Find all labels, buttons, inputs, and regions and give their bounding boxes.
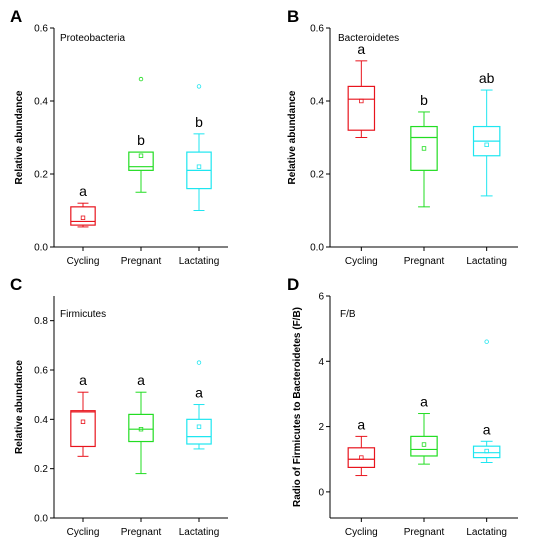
x-tick-label: Pregnant — [121, 256, 162, 267]
significance-letter: b — [420, 92, 428, 108]
mean-marker — [484, 448, 489, 454]
box-lactating: ab — [472, 70, 501, 197]
x-tick-label: Pregnant — [404, 527, 445, 538]
panel-letter: D — [287, 275, 299, 294]
mean-marker — [80, 215, 86, 220]
mean-marker — [138, 426, 144, 432]
panel-title: Bacteroidetes — [338, 33, 399, 44]
box-cycling: a — [70, 372, 96, 457]
box-lactating: a — [472, 339, 501, 463]
mean-marker — [138, 153, 144, 158]
x-tick-label: Cycling — [67, 256, 100, 267]
box-pregnant: b — [410, 92, 438, 208]
significance-letter: a — [357, 416, 365, 432]
x-tick-label: Lactating — [466, 256, 507, 267]
significance-letter: a — [420, 394, 428, 410]
panel-letter: C — [10, 275, 22, 294]
y-tick-label: 4 — [318, 357, 324, 368]
y-tick-label: 0.6 — [34, 24, 48, 35]
x-tick-label: Cycling — [345, 527, 378, 538]
box-pregnant: a — [128, 372, 154, 475]
y-tick-label: 0.4 — [34, 415, 48, 426]
significance-letter: b — [195, 114, 203, 130]
y-axis-label: Radio of Firmicutes to Bacteroidetes (F/… — [292, 307, 303, 507]
panel-d: D F/B Radio of Firmicutes to Bacteroidetes… — [287, 275, 518, 538]
panel-title: Firmicutes — [60, 309, 106, 320]
outlier-point — [484, 339, 489, 344]
box-cycling: a — [70, 183, 96, 228]
y-tick-label: 6 — [318, 292, 324, 303]
y-tick-label: 0.0 — [34, 514, 48, 525]
iqr-box — [347, 85, 376, 131]
mean-marker — [421, 442, 427, 447]
y-tick-label: 0.6 — [310, 24, 324, 35]
y-tick-label: 0.2 — [34, 464, 48, 475]
mean-marker — [196, 424, 202, 429]
x-tick-label: Pregnant — [121, 527, 162, 538]
panel-letter: B — [287, 7, 299, 26]
mean-marker — [421, 146, 427, 151]
mean-marker — [196, 164, 202, 169]
panel-title: F/B — [340, 309, 356, 320]
y-tick-label: 0.0 — [34, 243, 48, 254]
x-tick-label: Cycling — [345, 256, 378, 267]
y-tick-label: 0.8 — [34, 316, 48, 327]
y-tick-label: 2 — [318, 422, 324, 433]
x-tick-label: Lactating — [179, 527, 220, 538]
box-pregnant: b — [128, 76, 154, 193]
panel-c: C Firmicutes Relative abundance 0.0 0.2 0.4 0.… — [10, 275, 228, 538]
significance-letter: a — [483, 421, 491, 437]
box-cycling: a — [347, 41, 376, 138]
significance-letter: b — [137, 132, 145, 148]
iqr-box — [472, 445, 501, 459]
y-tick-label: 0.2 — [310, 170, 324, 181]
box-cycling: a — [347, 416, 376, 477]
mean-marker — [484, 142, 489, 147]
y-axis-label: Relative abundance — [14, 360, 25, 454]
mean-marker — [359, 98, 364, 104]
significance-letter: a — [357, 41, 365, 57]
iqr-box — [128, 413, 154, 443]
y-tick-label: 0.6 — [34, 366, 48, 377]
mean-marker — [359, 455, 364, 460]
y-tick-label: 0.2 — [34, 170, 48, 181]
y-tick-label: 0.4 — [310, 97, 324, 108]
panel-b: B Bacteroidetes Relative abundance 0.0 0.2 0.… — [287, 7, 518, 267]
iqr-box — [410, 125, 438, 171]
panel-a: A Proteobacteria Relative abundance 0.0 0.2 0… — [10, 7, 228, 267]
box-pregnant: a — [410, 394, 438, 465]
box-lactating: b — [186, 84, 212, 211]
y-axis-label: Relative abundance — [14, 90, 25, 184]
outlier-point — [196, 360, 202, 365]
significance-letter: a — [79, 183, 87, 199]
significance-letter: a — [137, 372, 145, 388]
y-axis-label: Relative abundance — [287, 90, 298, 184]
panel-letter: A — [10, 7, 22, 26]
significance-letter: a — [195, 385, 203, 401]
significance-letter: ab — [479, 70, 495, 86]
x-tick-label: Pregnant — [404, 256, 445, 267]
significance-letter: a — [79, 372, 87, 388]
y-tick-label: 0 — [318, 487, 324, 498]
iqr-box — [70, 410, 96, 448]
mean-marker — [80, 419, 86, 424]
panel-title: Proteobacteria — [60, 33, 125, 44]
outlier-point — [138, 76, 144, 82]
outlier-point — [196, 84, 202, 89]
y-tick-label: 0.0 — [310, 243, 324, 254]
x-tick-label: Lactating — [179, 256, 220, 267]
box-lactating: a — [186, 360, 212, 450]
iqr-box — [347, 447, 376, 468]
x-tick-label: Lactating — [466, 527, 507, 538]
x-tick-label: Cycling — [67, 527, 100, 538]
iqr-box — [128, 151, 154, 171]
y-tick-label: 0.4 — [34, 97, 48, 108]
iqr-box — [186, 418, 212, 445]
